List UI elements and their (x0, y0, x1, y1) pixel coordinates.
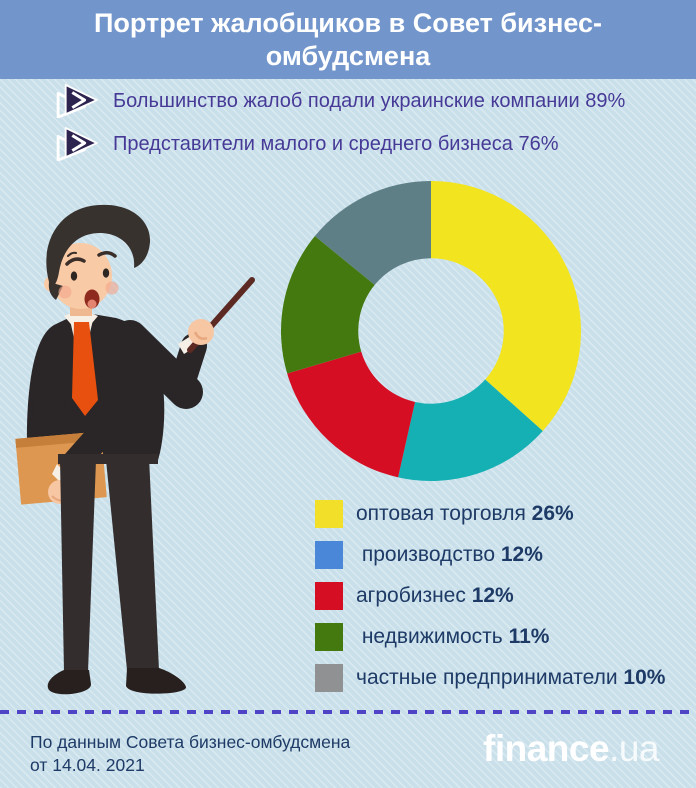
legend-label: агробизнес (356, 584, 472, 607)
pie-slice (431, 181, 581, 432)
legend-row: частные предприниматели 10% (315, 664, 665, 692)
divider-dashed-line (0, 710, 696, 714)
legend-row: оптовая торговля 26% (315, 500, 665, 528)
pie-slice (314, 181, 431, 285)
legend-swatch (315, 664, 343, 692)
legend: оптовая торговля 26% производство 12% аг… (315, 500, 665, 692)
fact-row: Большинство жалоб подали украинские комп… (54, 84, 625, 118)
legend-value: 12% (500, 543, 543, 566)
legend-value: 10% (623, 666, 666, 689)
source-note: По данным Совета бизнес-омбудсмена от 14… (30, 732, 351, 775)
legend-row: производство 12% (315, 541, 665, 569)
legend-value: 26% (531, 502, 574, 525)
legend-value: 11% (508, 625, 550, 648)
play-arrows-icon (56, 127, 98, 161)
legend-swatch (315, 500, 343, 528)
legend-label: недвижимость (356, 625, 509, 648)
businessman-illustration (15, 204, 255, 695)
fact-text: Большинство жалоб подали украинские комп… (113, 89, 626, 112)
legend-label: частные предприниматели (356, 666, 624, 689)
pie-slice (398, 379, 543, 481)
legend-swatch (315, 582, 343, 610)
legend-value: 12% (471, 584, 514, 607)
legend-label: производство (356, 543, 501, 566)
legend-row: агробизнес 12% (315, 582, 665, 610)
legend-label: оптовая торговля (356, 502, 532, 525)
play-arrows-icon (56, 84, 98, 118)
logo-bold: finance (483, 728, 610, 769)
logo-suffix: .ua (609, 728, 659, 769)
legend-swatch (315, 623, 343, 651)
legend-swatch (315, 541, 343, 569)
pie-slice (281, 236, 375, 374)
pie-slice (287, 351, 416, 478)
donut-chart (281, 181, 581, 481)
page-title: Портрет жалобщиков в Совет бизнес-омбудс… (93, 7, 603, 71)
fact-row: Представители малого и среднего бизнеса … (54, 127, 625, 161)
header: Портрет жалобщиков в Совет бизнес-омбудс… (0, 0, 696, 79)
finance-ua-logo[interactable]: finance .ua (483, 727, 659, 771)
fact-text: Представители малого и среднего бизнеса … (113, 132, 559, 155)
key-facts: Большинство жалоб подали украинские комп… (54, 84, 625, 161)
legend-row: недвижимость 11% (315, 623, 665, 651)
